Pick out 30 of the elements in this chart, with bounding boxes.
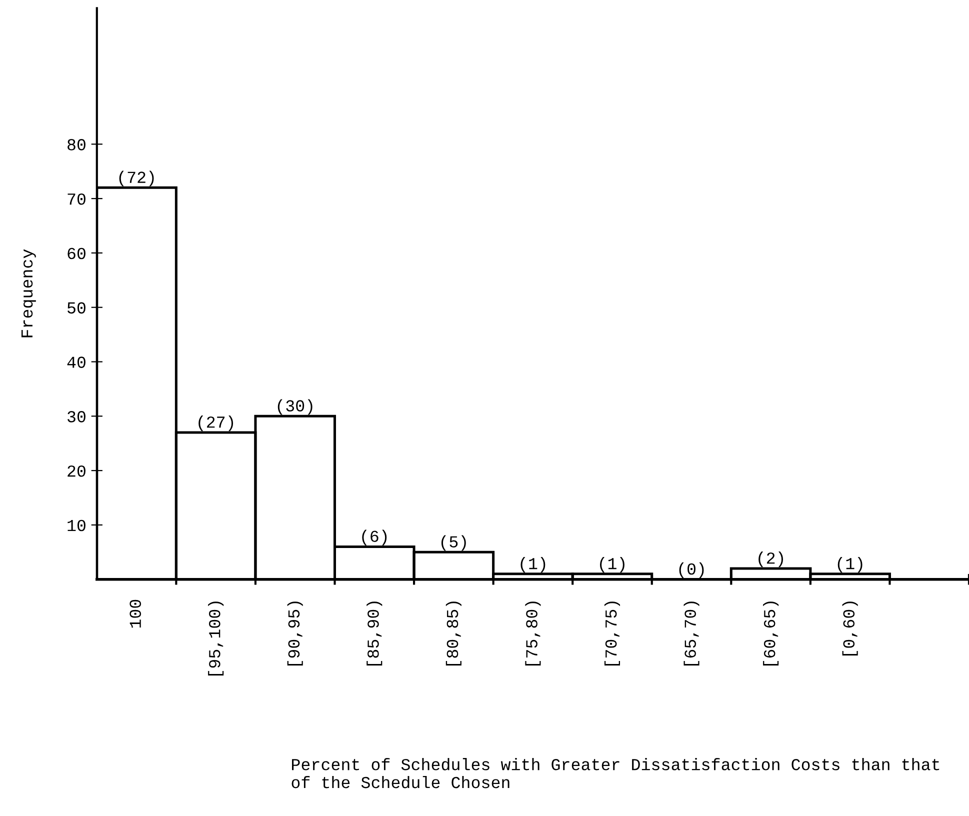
data-label: (30) [278, 399, 312, 415]
data-label: (6) [362, 530, 387, 546]
data-label: (2) [758, 552, 783, 568]
y-tick-label: 70 [68, 193, 86, 205]
y-tick-label: 30 [68, 411, 86, 422]
x-tick-label: [90,95) [287, 602, 303, 666]
data-label: (27) [198, 416, 234, 432]
y-tick-label: 10 [68, 520, 86, 532]
data-label: (72) [119, 170, 154, 186]
x-tick-label: [0,60) [842, 602, 858, 656]
x-tick-label: 100 [130, 600, 142, 628]
x-tick-label: [80,85) [446, 602, 462, 666]
x-tick-label: [85,90) [366, 602, 382, 666]
x-tick-label: [60,65) [763, 602, 779, 666]
data-label: (5) [441, 535, 466, 551]
x-axis-title: Percent of Schedules with Greater Dissatisfaction Costs than that of the Schedule Chosen [292, 758, 940, 788]
x-tick-label: [70,75) [604, 602, 620, 666]
x-tick-label: [95,100) [208, 602, 224, 676]
data-label: (1) [520, 556, 546, 573]
y-tick-label: 40 [67, 356, 86, 368]
y-tick-label: 50 [68, 302, 86, 314]
data-label: (0) [679, 562, 704, 578]
data-label: (1) [600, 556, 624, 573]
y-tick-label: 80 [68, 139, 86, 150]
y-tick-label: 60 [68, 248, 86, 260]
y-axis-title: Frequency [21, 249, 36, 338]
y-tick-label: 20 [68, 465, 86, 477]
x-tick-label: [75,80) [525, 602, 541, 666]
x-tick-label: [65,70) [684, 602, 700, 666]
data-label: (1) [838, 556, 862, 573]
